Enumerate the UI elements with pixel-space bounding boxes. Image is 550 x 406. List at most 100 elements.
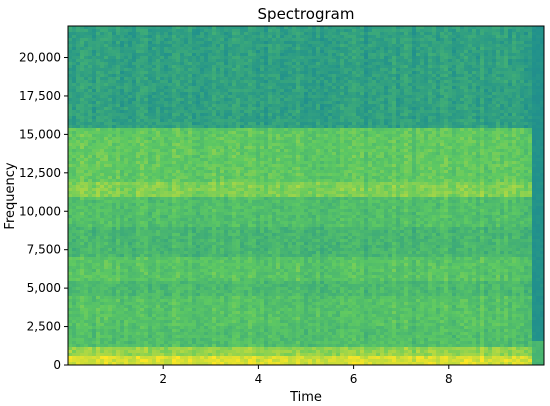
spectrogram-cell (468, 74, 473, 78)
spectrogram-cell (136, 35, 141, 39)
spectrogram-cell (248, 140, 253, 144)
spectrogram-cell (112, 53, 117, 57)
spectrogram-cell (308, 101, 313, 105)
spectrogram-cell (404, 53, 409, 57)
spectrogram-cell (168, 128, 173, 132)
spectrogram-cell (520, 143, 525, 147)
spectrogram-cell (100, 98, 105, 102)
spectrogram-cell (252, 41, 257, 45)
spectrogram-cell (224, 149, 229, 153)
spectrogram-cell (324, 86, 329, 90)
spectrogram-cell (360, 116, 365, 120)
spectrogram-cell (308, 83, 313, 87)
spectrogram-cell (92, 65, 97, 69)
spectrogram-cell (392, 146, 397, 150)
spectrogram-cell (84, 83, 89, 87)
spectrogram-cell (84, 116, 89, 120)
spectrogram-cell (236, 74, 241, 78)
spectrogram-cell (348, 107, 353, 111)
spectrogram-cell (268, 50, 273, 54)
spectrogram-cell (180, 59, 185, 63)
spectrogram-cell (400, 143, 405, 147)
spectrogram-cell (100, 128, 105, 132)
spectrogram-cell (120, 62, 125, 66)
spectrogram-cell (332, 116, 337, 120)
spectrogram-cell (116, 89, 121, 93)
spectrogram-cell (444, 137, 449, 141)
spectrogram-cell (116, 98, 121, 102)
spectrogram-cell (340, 50, 345, 54)
spectrogram-cell (128, 131, 133, 135)
spectrogram-cell (384, 140, 389, 144)
spectrogram-cell (68, 128, 73, 132)
spectrogram-cell (216, 32, 221, 36)
spectrogram-cell (292, 62, 297, 66)
spectrogram-cell (108, 26, 113, 30)
spectrogram-cell (188, 125, 193, 129)
spectrogram-cell (228, 68, 233, 72)
spectrogram-cell (472, 29, 477, 33)
spectrogram-cell (264, 47, 269, 51)
spectrogram-cell (348, 77, 353, 81)
spectrogram-cell (296, 77, 301, 81)
spectrogram-cell (216, 53, 221, 57)
spectrogram-cell (128, 71, 133, 75)
spectrogram-cell (164, 110, 169, 114)
spectrogram-cell (80, 44, 85, 48)
spectrogram-cell (316, 104, 321, 108)
spectrogram-cell (136, 83, 141, 87)
spectrogram-cell (160, 77, 165, 81)
spectrogram-cell (512, 53, 517, 57)
spectrogram-cell (496, 77, 501, 81)
spectrogram-cell (296, 71, 301, 75)
spectrogram-cell (208, 122, 213, 126)
spectrogram-cell (352, 32, 357, 36)
spectrogram-cell (224, 131, 229, 135)
spectrogram-cell (164, 119, 169, 123)
spectrogram-cell (416, 92, 421, 96)
spectrogram-cell (216, 47, 221, 51)
spectrogram-cell (500, 74, 505, 78)
spectrogram-cell (420, 74, 425, 78)
spectrogram-cell (444, 104, 449, 108)
spectrogram-cell (280, 143, 285, 147)
spectrogram-cell (516, 122, 521, 126)
spectrogram-cell (408, 143, 413, 147)
spectrogram-cell (180, 122, 185, 126)
spectrogram-cell (328, 125, 333, 129)
spectrogram-cell (540, 104, 544, 108)
spectrogram-cell (164, 50, 169, 54)
spectrogram-cell (168, 119, 173, 123)
spectrogram-cell (496, 116, 501, 120)
spectrogram-cell (336, 83, 341, 87)
spectrogram-cell (488, 71, 493, 75)
spectrogram-cell (272, 89, 277, 93)
spectrogram-cell (396, 116, 401, 120)
spectrogram-cell (472, 80, 477, 84)
spectrogram-cell (412, 32, 417, 36)
spectrogram-cell (368, 107, 373, 111)
spectrogram-cell (360, 62, 365, 66)
spectrogram-cell (376, 41, 381, 45)
spectrogram-cell (268, 104, 273, 108)
spectrogram-cell (336, 47, 341, 51)
spectrogram-cell (344, 113, 349, 117)
spectrogram-cell (472, 140, 477, 144)
spectrogram-cell (268, 116, 273, 120)
spectrogram-cell (536, 41, 541, 45)
spectrogram-cell (472, 107, 477, 111)
spectrogram-cell (172, 92, 177, 96)
spectrogram-cell (244, 80, 249, 84)
spectrogram-cell (128, 134, 133, 138)
spectrogram-cell (348, 143, 353, 147)
spectrogram-cell (336, 104, 341, 108)
spectrogram-cell (184, 68, 189, 72)
spectrogram-cell (452, 41, 457, 45)
spectrogram-cell (520, 74, 525, 78)
spectrogram-cell (252, 26, 257, 30)
spectrogram-cell (112, 59, 117, 63)
spectrogram-cell (304, 101, 309, 105)
spectrogram-cell (520, 107, 525, 111)
spectrogram-cell (516, 86, 521, 90)
spectrogram-cell (244, 131, 249, 135)
